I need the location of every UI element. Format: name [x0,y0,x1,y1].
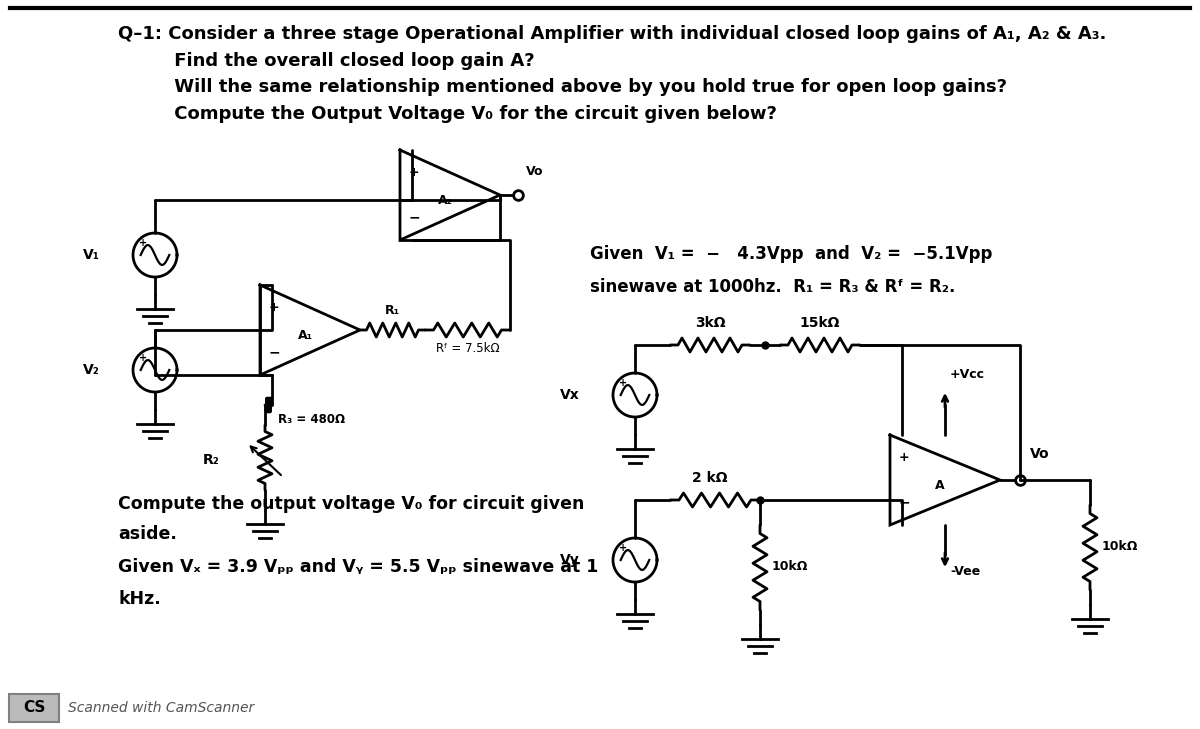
Text: −: − [268,346,280,359]
Text: +: + [139,238,146,248]
Text: A: A [935,478,944,491]
Text: +: + [139,353,146,363]
Text: -Vee: -Vee [950,565,980,578]
Text: R₃ = 480Ω: R₃ = 480Ω [278,413,346,426]
Text: Vy: Vy [560,553,580,567]
Text: V₁: V₁ [83,248,100,262]
Text: Scanned with CamScanner: Scanned with CamScanner [68,701,254,715]
Text: A₁: A₁ [298,329,312,341]
Text: Will the same relationship mentioned above by you hold true for open loop gains?: Will the same relationship mentioned abo… [118,78,1007,96]
Text: −: − [898,496,910,510]
Text: kHz.: kHz. [118,590,161,608]
Text: A₂: A₂ [438,193,452,206]
Text: Find the overall closed loop gain A?: Find the overall closed loop gain A? [118,52,535,70]
Text: aside.: aside. [118,525,176,543]
Text: +: + [409,166,419,179]
Text: sinewave at 1000hz.  R₁ = R₃ & Rᶠ = R₂.: sinewave at 1000hz. R₁ = R₃ & Rᶠ = R₂. [590,278,955,296]
Text: Rᶠ = 7.5kΩ: Rᶠ = 7.5kΩ [436,342,499,355]
Text: +: + [619,378,626,388]
Text: CS: CS [23,701,46,715]
Text: Compute the Output Voltage V₀ for the circuit given below?: Compute the Output Voltage V₀ for the ci… [118,105,776,123]
Text: 2 kΩ: 2 kΩ [692,471,727,485]
Text: +: + [619,543,626,553]
Text: R₂: R₂ [203,453,220,467]
FancyBboxPatch shape [10,694,59,722]
Text: +: + [269,301,280,314]
Text: Q–1: Consider a three stage Operational Amplifier with individual closed loop ga: Q–1: Consider a three stage Operational … [118,25,1106,43]
Text: 10kΩ: 10kΩ [1102,540,1139,553]
Text: Given  V₁ =  −   4.3Vpp  and  V₂ =  −5.1Vpp: Given V₁ = − 4.3Vpp and V₂ = −5.1Vpp [590,245,992,263]
Text: Vo: Vo [526,165,544,178]
Text: −: − [408,211,420,225]
Text: 3kΩ: 3kΩ [695,316,725,330]
Text: +: + [899,451,910,464]
Text: Compute the output voltage V₀ for circuit given: Compute the output voltage V₀ for circui… [118,495,584,513]
Text: R₁: R₁ [385,304,400,317]
Text: Vo: Vo [1030,447,1050,461]
Text: +Vcc: +Vcc [950,368,985,381]
Text: Vx: Vx [560,388,580,402]
Text: 15kΩ: 15kΩ [800,316,840,330]
Text: 10kΩ: 10kΩ [772,560,809,573]
Text: V₂: V₂ [83,363,100,377]
Text: Given Vₓ = 3.9 Vₚₚ and Vᵧ = 5.5 Vₚₚ sinewave at 1: Given Vₓ = 3.9 Vₚₚ and Vᵧ = 5.5 Vₚₚ sine… [118,558,599,576]
